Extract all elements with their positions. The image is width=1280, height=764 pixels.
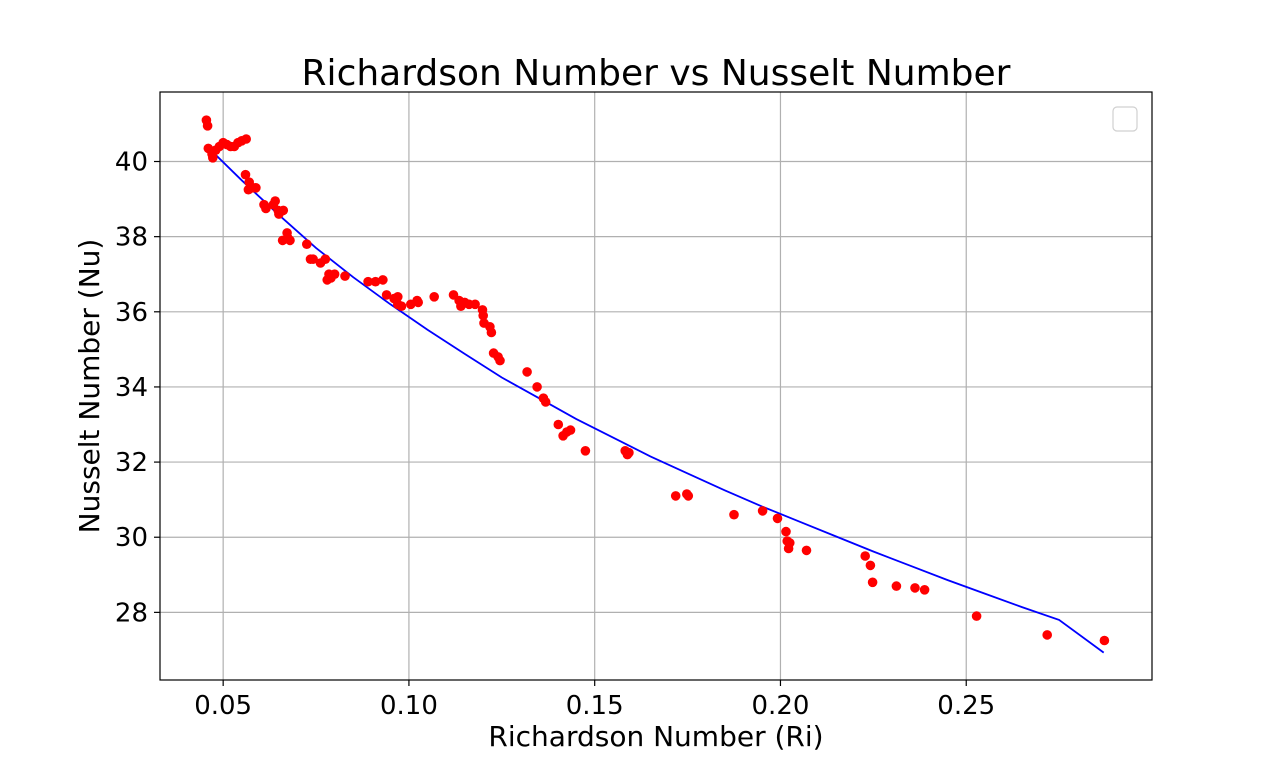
chart-title: Richardson Number vs Nusselt Number [302,53,1011,94]
x-tick-label: 0.05 [194,691,252,721]
data-point [251,183,261,193]
data-point [278,205,289,216]
data-point [624,447,634,458]
x-tick-label: 0.20 [752,691,810,721]
data-point [429,292,440,302]
data-point [772,513,783,524]
data-point [781,526,791,537]
data-point [370,276,381,287]
grid-lines [160,92,1152,680]
y-tick-label: 30 [115,523,148,553]
data-point [285,235,295,246]
data-point [486,327,497,338]
data-point [208,153,218,163]
data-point [891,581,902,591]
data-point [860,551,870,561]
x-tick-label: 0.15 [566,691,624,721]
data-point [363,276,373,287]
data-point [329,269,340,280]
data-point [757,506,768,516]
data-point [729,509,739,520]
data-point [553,419,564,430]
data-point [393,292,403,302]
fit-line [207,146,1105,654]
data-point [241,134,251,144]
data-point [378,275,388,285]
data-point [785,538,795,548]
x-tick-label: 0.25 [937,691,995,721]
data-point [396,301,407,312]
data-point [381,290,392,300]
data-point [801,545,812,556]
x-tick-label: 0.10 [380,691,438,721]
data-point [470,299,480,310]
data-point [308,254,318,264]
x-axis-ticks: 0.05 0.10 0.15 0.20 0.25 [194,680,995,721]
legend-box [1112,106,1138,132]
x-axis-label: Richardson Number (Ri) [488,720,823,753]
y-tick-label: 40 [115,148,148,178]
y-tick-label: 28 [115,598,148,628]
data-point [540,397,551,407]
data-point [910,583,920,593]
y-tick-label: 38 [115,223,148,253]
fit-line-layer [207,146,1105,654]
data-point [240,169,251,180]
y-axis-ticks: 28 30 32 34 36 38 40 [115,148,160,628]
data-points-layer [201,115,1110,646]
data-point [867,577,878,588]
data-point [683,491,694,501]
data-point [919,585,930,595]
y-tick-label: 36 [115,298,148,328]
data-point [413,297,424,308]
data-point [670,491,681,501]
plot-frame [159,91,1153,681]
data-point [340,271,350,281]
data-point [495,355,505,366]
data-point [522,367,532,377]
y-tick-label: 32 [115,448,148,478]
data-point [202,121,213,131]
data-point [865,560,876,571]
y-tick-label: 34 [115,373,148,403]
data-point [320,254,331,264]
data-point [1042,630,1052,640]
data-point [302,239,312,249]
data-point [532,382,542,392]
data-point [478,310,489,321]
y-axis-label: Nusselt Number (Nu) [73,239,106,534]
data-point [971,611,982,621]
data-point [1099,635,1110,646]
data-point [270,196,281,206]
data-point [261,203,271,214]
data-point [580,446,591,456]
data-point [565,425,576,435]
